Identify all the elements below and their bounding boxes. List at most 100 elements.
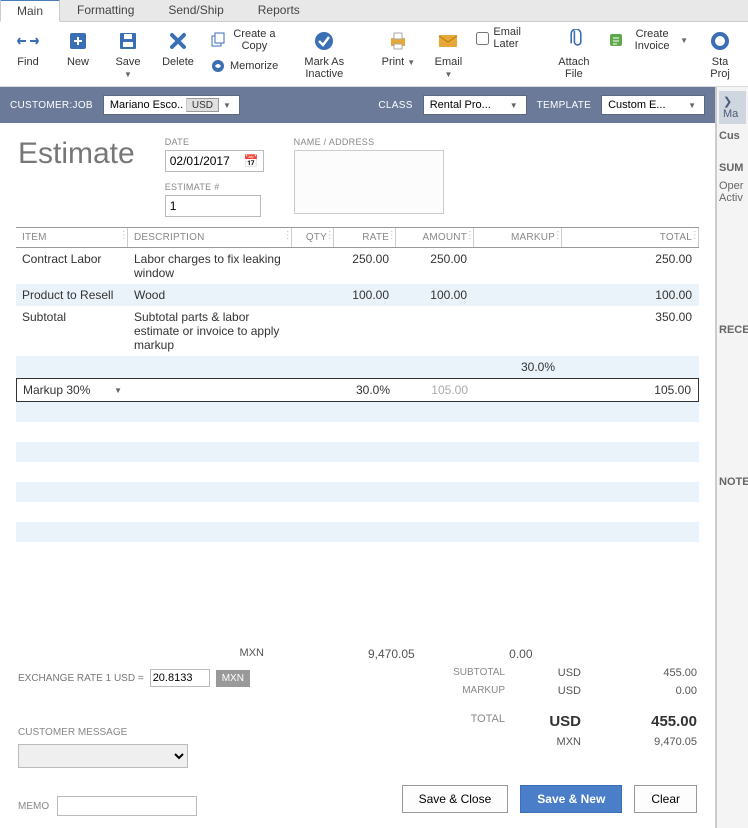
table-row[interactable] bbox=[16, 542, 699, 562]
invoice-icon bbox=[608, 32, 624, 48]
header-form: Estimate DATE 📅 ESTIMATE # bbox=[0, 123, 715, 223]
table-row[interactable]: SubtotalSubtotal parts & labor estimate … bbox=[16, 306, 699, 356]
customer-bar: CUSTOMER:JOB USD ▼ CLASS ▼ TEMPLATE ▼ bbox=[0, 87, 715, 123]
estimate-no-input[interactable] bbox=[165, 195, 261, 217]
memorize-button[interactable]: Memorize bbox=[206, 56, 283, 76]
footer: MXN EXCHANGE RATE 1 USD = MXN 9,470.05 0… bbox=[0, 641, 715, 828]
customer-job-input[interactable] bbox=[108, 99, 186, 111]
table-row[interactable] bbox=[16, 522, 699, 542]
print-icon bbox=[385, 28, 411, 54]
estimate-no-label: ESTIMATE # bbox=[165, 182, 264, 192]
new-button[interactable]: New bbox=[56, 26, 100, 70]
col-markup[interactable]: MARKUP bbox=[474, 228, 562, 247]
chevron-down-icon: ▼ bbox=[407, 58, 415, 67]
chevron-down-icon: ▼ bbox=[124, 70, 132, 79]
toolbar: Find New Save ▼ Delete Create a Copy Mem… bbox=[0, 22, 748, 87]
tabstrip: Main Formatting Send/Ship Reports bbox=[0, 0, 748, 22]
date-input[interactable] bbox=[166, 151, 240, 171]
check-icon bbox=[311, 28, 337, 54]
email-later-checkbox[interactable]: Email Later bbox=[476, 26, 532, 50]
mark-inactive-button[interactable]: Mark As Inactive bbox=[289, 26, 360, 82]
mxn-markup: 0.00 bbox=[509, 647, 532, 661]
calendar-icon[interactable]: 📅 bbox=[240, 154, 263, 168]
markup-label: MARKUP bbox=[462, 685, 505, 697]
save-icon bbox=[115, 28, 141, 54]
total-mxn-currency: MXN bbox=[557, 736, 581, 748]
find-icon bbox=[15, 28, 41, 54]
tab-main[interactable]: Main bbox=[0, 0, 60, 22]
col-desc[interactable]: DESCRIPTION bbox=[128, 228, 292, 247]
exchange-rate-label: EXCHANGE RATE 1 USD = bbox=[18, 673, 144, 684]
total-label: TOTAL bbox=[471, 713, 505, 730]
page-title: Estimate bbox=[18, 137, 135, 217]
memo-label: MEMO bbox=[18, 801, 49, 812]
copy-icon bbox=[210, 32, 226, 48]
table-row[interactable] bbox=[16, 442, 699, 462]
customer-message-label: CUSTOMER MESSAGE bbox=[18, 727, 218, 738]
start-project-button[interactable]: Sta Proj bbox=[698, 26, 742, 82]
clear-button[interactable]: Clear bbox=[634, 785, 697, 813]
tab-reports[interactable]: Reports bbox=[241, 0, 317, 21]
col-total[interactable]: TOTAL bbox=[562, 228, 699, 247]
total-mxn-value: 9,470.05 bbox=[654, 736, 697, 748]
table-row[interactable]: Markup 30%▼30.0%105.00105.00 bbox=[16, 378, 699, 402]
mxn-amount: 9,470.05 bbox=[368, 647, 415, 661]
find-button[interactable]: Find bbox=[6, 26, 50, 70]
table-row[interactable] bbox=[16, 462, 699, 482]
col-item[interactable]: ITEM bbox=[16, 228, 128, 247]
side-header[interactable]: ❯ Ma bbox=[719, 91, 746, 124]
table-row[interactable]: 30.0% bbox=[16, 356, 699, 378]
currency-btn[interactable]: USD bbox=[186, 98, 219, 112]
customer-message-select[interactable] bbox=[18, 744, 188, 768]
template-input[interactable] bbox=[606, 99, 684, 111]
exchange-rate-input[interactable] bbox=[150, 669, 210, 687]
col-amount[interactable]: AMOUNT bbox=[396, 228, 474, 247]
new-icon bbox=[65, 28, 91, 54]
memo-input[interactable] bbox=[57, 796, 197, 816]
save-new-button[interactable]: Save & New bbox=[520, 785, 622, 813]
table-row[interactable]: Product to ResellWood100.00100.00100.00 bbox=[16, 284, 699, 306]
print-button[interactable]: Print ▼ bbox=[376, 26, 420, 70]
create-copy-button[interactable]: Create a Copy bbox=[206, 26, 283, 54]
email-button[interactable]: Email ▼ bbox=[426, 26, 470, 82]
date-field[interactable]: 📅 bbox=[165, 150, 264, 172]
subtotal-value: 455.00 bbox=[663, 667, 697, 679]
side-panel: ❯ Ma Cus SUM Oper Activ RECE NOTE bbox=[716, 87, 748, 828]
class-combo[interactable]: ▼ bbox=[423, 95, 527, 115]
delete-button[interactable]: Delete bbox=[156, 26, 200, 70]
project-icon bbox=[707, 28, 733, 54]
table-row[interactable]: Contract LaborLabor charges to fix leaki… bbox=[16, 248, 699, 284]
table-header: ITEM DESCRIPTION QTY RATE AMOUNT MARKUP … bbox=[16, 228, 699, 248]
mxn-label: MXN bbox=[18, 647, 268, 659]
class-input[interactable] bbox=[428, 99, 506, 111]
template-label: TEMPLATE bbox=[537, 100, 591, 111]
tab-formatting[interactable]: Formatting bbox=[60, 0, 151, 21]
chevron-down-icon: ▼ bbox=[680, 36, 688, 45]
total-value: 455.00 bbox=[651, 713, 697, 730]
table-row[interactable] bbox=[16, 422, 699, 442]
attach-file-button[interactable]: Attach File bbox=[550, 26, 598, 82]
save-close-button[interactable]: Save & Close bbox=[402, 785, 509, 813]
chevron-down-icon[interactable]: ▼ bbox=[506, 101, 522, 110]
col-qty[interactable]: QTY bbox=[292, 228, 334, 247]
table-row[interactable] bbox=[16, 482, 699, 502]
create-invoice-button[interactable]: Create Invoice ▼ bbox=[604, 26, 692, 54]
save-button[interactable]: Save ▼ bbox=[106, 26, 150, 82]
customer-job-label: CUSTOMER:JOB bbox=[10, 100, 93, 111]
chevron-down-icon[interactable]: ▼ bbox=[219, 101, 235, 110]
tab-sendship[interactable]: Send/Ship bbox=[151, 0, 240, 21]
total-currency: USD bbox=[549, 713, 581, 730]
class-label: CLASS bbox=[378, 100, 412, 111]
name-address-box[interactable] bbox=[294, 150, 444, 214]
chevron-down-icon[interactable]: ▼ bbox=[684, 101, 700, 110]
table-row[interactable] bbox=[16, 502, 699, 522]
customer-job-combo[interactable]: USD ▼ bbox=[103, 95, 240, 115]
col-rate[interactable]: RATE bbox=[334, 228, 396, 247]
markup-currency: USD bbox=[558, 685, 581, 697]
table-row[interactable] bbox=[16, 402, 699, 422]
markup-value: 0.00 bbox=[676, 685, 697, 697]
table-body: Contract LaborLabor charges to fix leaki… bbox=[16, 248, 699, 562]
exchange-currency-btn[interactable]: MXN bbox=[216, 670, 250, 687]
email-icon bbox=[435, 28, 461, 54]
template-combo[interactable]: ▼ bbox=[601, 95, 705, 115]
